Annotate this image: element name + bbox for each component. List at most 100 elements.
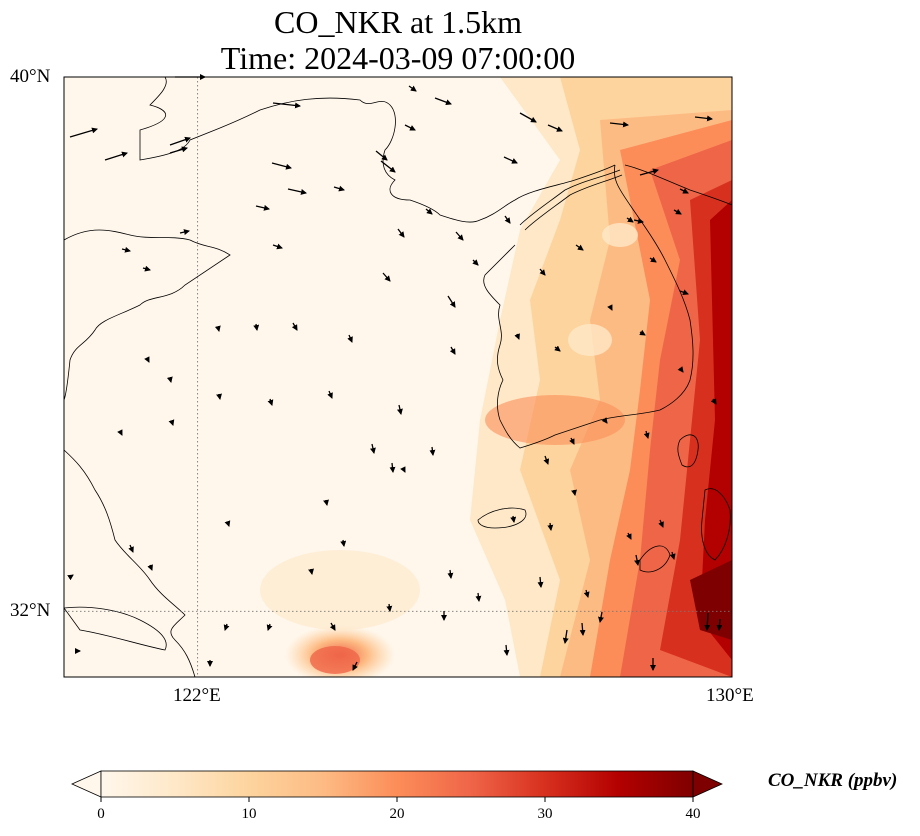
wind-arrow: [369, 443, 376, 454]
wind-arrow: [223, 623, 230, 631]
wind-arrow: [677, 366, 684, 373]
wind-arrow: [329, 622, 336, 631]
wind-arrow: [425, 208, 433, 215]
gridlines: [64, 77, 732, 677]
wind-vectors: [67, 74, 723, 671]
wind-arrow: [598, 611, 604, 623]
wind-arrow: [639, 168, 659, 176]
colorbar-label: CO_NKR (ppbv): [768, 770, 898, 791]
wind-arrow: [649, 256, 657, 263]
wind-arrow: [255, 204, 270, 211]
lat-tick-label: 32°N: [10, 600, 51, 621]
map-frame: [63, 76, 733, 678]
wind-arrow: [323, 499, 329, 506]
wind-arrow: [633, 217, 644, 224]
wind-arrow: [579, 622, 586, 636]
wind-arrow: [386, 603, 393, 612]
wind-arrow: [166, 376, 173, 383]
lon-tick-label: 130°E: [706, 685, 754, 706]
wind-arrow: [397, 228, 405, 238]
wind-arrow: [537, 576, 544, 588]
wind-arrow: [475, 592, 482, 602]
wind-arrow: [144, 356, 150, 363]
map-time-subtitle: Time: 2024-03-09 07:00:00: [220, 40, 576, 76]
colorbar-min-extend: [71, 770, 102, 798]
wind-arrow: [503, 644, 510, 656]
wind-arrow: [694, 115, 713, 122]
wind-arrow: [333, 185, 345, 192]
wind-arrow: [669, 551, 676, 560]
wind-arrow: [704, 612, 711, 631]
lon-tick-label: 122°E: [173, 685, 221, 706]
wind-arrow: [571, 489, 577, 496]
wind-arrow: [67, 574, 74, 581]
wind-arrow: [179, 229, 190, 236]
wind-arrow: [69, 127, 98, 138]
wind-arrow: [169, 146, 188, 154]
wind-arrow: [504, 215, 511, 224]
wind-arrow: [673, 208, 682, 215]
wind-arrow: [352, 661, 358, 671]
wind-arrow: [643, 430, 650, 439]
wind-arrow: [380, 160, 396, 173]
wind-arrow: [214, 325, 221, 332]
wind-arrow: [121, 246, 131, 253]
wind-arrow: [267, 398, 274, 406]
wind-arrow: [601, 417, 608, 424]
wind-arrow: [510, 515, 517, 523]
wind-arrow: [271, 162, 292, 170]
colorbar-tick-label: 20: [389, 806, 405, 822]
concentration-field: [64, 77, 732, 677]
wind-arrow: [449, 346, 456, 355]
wind-arrow: [429, 446, 436, 456]
wind-arrow: [575, 244, 584, 251]
wind-arrow: [539, 268, 546, 276]
wind-arrow: [404, 124, 416, 131]
wind-arrow: [639, 329, 646, 336]
wind-arrow: [562, 629, 569, 644]
wind-arrow: [434, 97, 452, 106]
wind-arrow: [503, 156, 518, 164]
lat-tick-label: 40°N: [10, 66, 51, 87]
wind-arrow: [147, 564, 153, 571]
wind-arrow: [634, 554, 640, 566]
wind-arrow: [104, 151, 128, 161]
coastlines: [64, 77, 732, 677]
wind-arrow: [375, 150, 388, 161]
wind-arrow: [447, 569, 454, 579]
wind-arrow: [396, 404, 403, 415]
map-title: CO_NKR at 1.5km: [274, 4, 522, 40]
wind-arrow: [447, 295, 456, 308]
wind-arrow: [583, 589, 590, 598]
wind-arrow: [169, 136, 191, 146]
wind-arrow: [607, 304, 613, 311]
wind-arrow: [347, 334, 353, 343]
wind-arrow: [519, 112, 537, 123]
colorbar-tick-label: 40: [685, 806, 701, 822]
wind-arrow: [272, 102, 301, 109]
colorbar-gradient: [101, 771, 693, 797]
wind-arrow: [543, 455, 550, 465]
wind-arrow: [287, 188, 307, 195]
wind-arrow: [408, 85, 417, 92]
wind-arrow: [382, 272, 391, 282]
wind-arrow: [609, 121, 629, 128]
wind-arrow: [142, 265, 151, 272]
colorbar-max-extend: [692, 770, 723, 798]
wind-arrow: [547, 124, 563, 132]
wind-arrow: [658, 519, 664, 528]
wind-arrow: [554, 345, 561, 352]
wind-arrow: [547, 522, 554, 531]
wind-arrow: [128, 544, 134, 553]
wind-arrow: [340, 539, 347, 547]
wind-arrow: [117, 429, 123, 436]
wind-arrow: [710, 398, 717, 405]
colorbar-tick-label: 0: [97, 806, 105, 822]
wind-arrow: [679, 188, 689, 194]
wind-arrow: [514, 333, 520, 340]
wind-arrow: [472, 259, 479, 266]
wind-arrow: [327, 390, 333, 399]
wind-arrow: [308, 568, 314, 575]
wind-arrow: [400, 466, 406, 473]
